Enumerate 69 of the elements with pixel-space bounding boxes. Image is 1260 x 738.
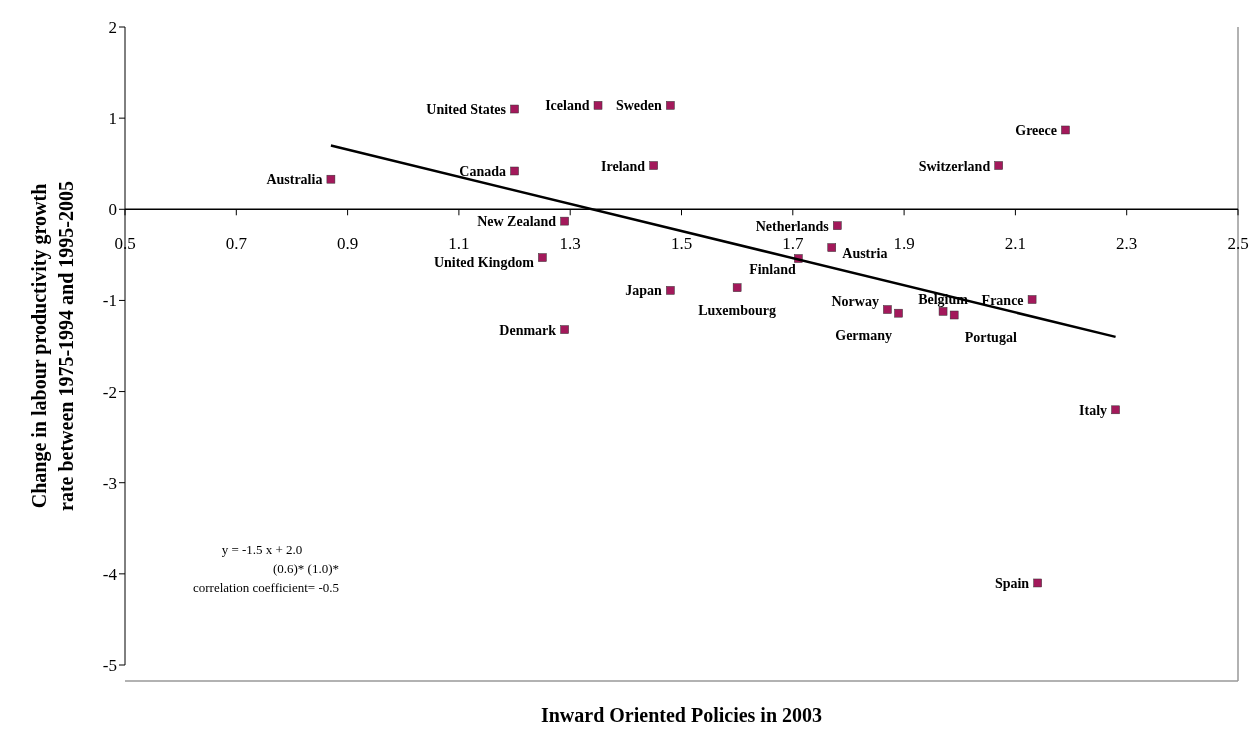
series-label: Japan xyxy=(625,283,663,299)
point xyxy=(649,161,658,170)
point xyxy=(894,308,903,318)
point xyxy=(883,305,892,314)
point xyxy=(510,166,519,176)
series-label: France xyxy=(981,292,1024,308)
point xyxy=(560,325,569,334)
series-label: Sweden xyxy=(615,98,663,114)
x-tick-label: 0.5 xyxy=(114,234,136,254)
annotation: correlation coefficient= -0.5 xyxy=(192,580,340,595)
point xyxy=(1033,578,1042,588)
series-label: Switzerland xyxy=(918,158,991,174)
series-label: Luxembourg xyxy=(698,302,777,318)
series-label: Finland xyxy=(749,261,797,277)
series-label: Belgium xyxy=(918,292,969,308)
point xyxy=(1061,125,1070,135)
x-axis-title: Inward Oriented Policies in 2003 xyxy=(540,704,823,726)
y-tick-label: -3 xyxy=(102,473,117,493)
point xyxy=(1027,295,1037,304)
y-tick-label: 1 xyxy=(108,109,117,129)
y-tick-label: 2 xyxy=(108,18,117,38)
y-tick-label: 0 xyxy=(108,200,117,220)
x-tick-label: 0.9 xyxy=(336,234,359,254)
x-tick-label: 2.5 xyxy=(1227,234,1249,254)
x-tick-label: 1.7 xyxy=(782,234,804,254)
x-tick-label: 0.7 xyxy=(225,234,248,254)
x-tick-label: 2.3 xyxy=(1116,234,1138,254)
series-label: Norway xyxy=(831,293,879,309)
x-tick-label: 1.5 xyxy=(670,234,693,254)
point xyxy=(994,161,1003,170)
series-label: United States xyxy=(426,102,507,118)
point xyxy=(949,310,959,320)
series-label: Germany xyxy=(835,328,893,344)
point xyxy=(510,104,519,114)
series-label: Italy xyxy=(1079,402,1108,418)
series-label: Austria xyxy=(842,245,888,261)
series-label: Greece xyxy=(1015,122,1057,138)
point xyxy=(560,216,569,226)
point xyxy=(593,101,603,110)
point xyxy=(666,286,675,295)
series-label: United Kingdom xyxy=(433,254,535,270)
x-tick-label: 1.9 xyxy=(893,234,915,254)
point xyxy=(538,253,547,262)
point xyxy=(666,101,675,110)
y-tick-label: -5 xyxy=(102,656,117,676)
series-label: Portugal xyxy=(964,330,1017,346)
point xyxy=(827,243,837,252)
series-label: Iceland xyxy=(545,98,590,114)
series-label: New Zealand xyxy=(477,214,557,230)
annotation: y = -1.5 x + 2.0 xyxy=(221,542,303,557)
annotation: (0.6)* (1.0)* xyxy=(272,561,340,576)
x-tick-label: 1.1 xyxy=(448,234,470,254)
series-label: Australia xyxy=(266,172,323,188)
point xyxy=(326,174,336,184)
series-label: Canada xyxy=(459,164,507,180)
point xyxy=(938,307,948,316)
series-label: Denmark xyxy=(499,322,557,338)
point xyxy=(833,221,842,230)
y-tick-label: -2 xyxy=(102,382,117,402)
x-tick-label: 1.3 xyxy=(559,234,581,254)
series-label: Netherlands xyxy=(755,218,830,234)
y-tick-label: -4 xyxy=(102,564,118,584)
series-label: Ireland xyxy=(601,158,646,174)
point xyxy=(1111,405,1120,415)
y-tick-label: -1 xyxy=(102,291,117,311)
y-axis-title: Change in labour productivity growth rate between 1975-1994 and 1995-2005 xyxy=(28,181,77,511)
point xyxy=(732,283,742,292)
series-label: Spain xyxy=(994,575,1030,591)
x-tick-label: 2.1 xyxy=(1004,234,1027,254)
